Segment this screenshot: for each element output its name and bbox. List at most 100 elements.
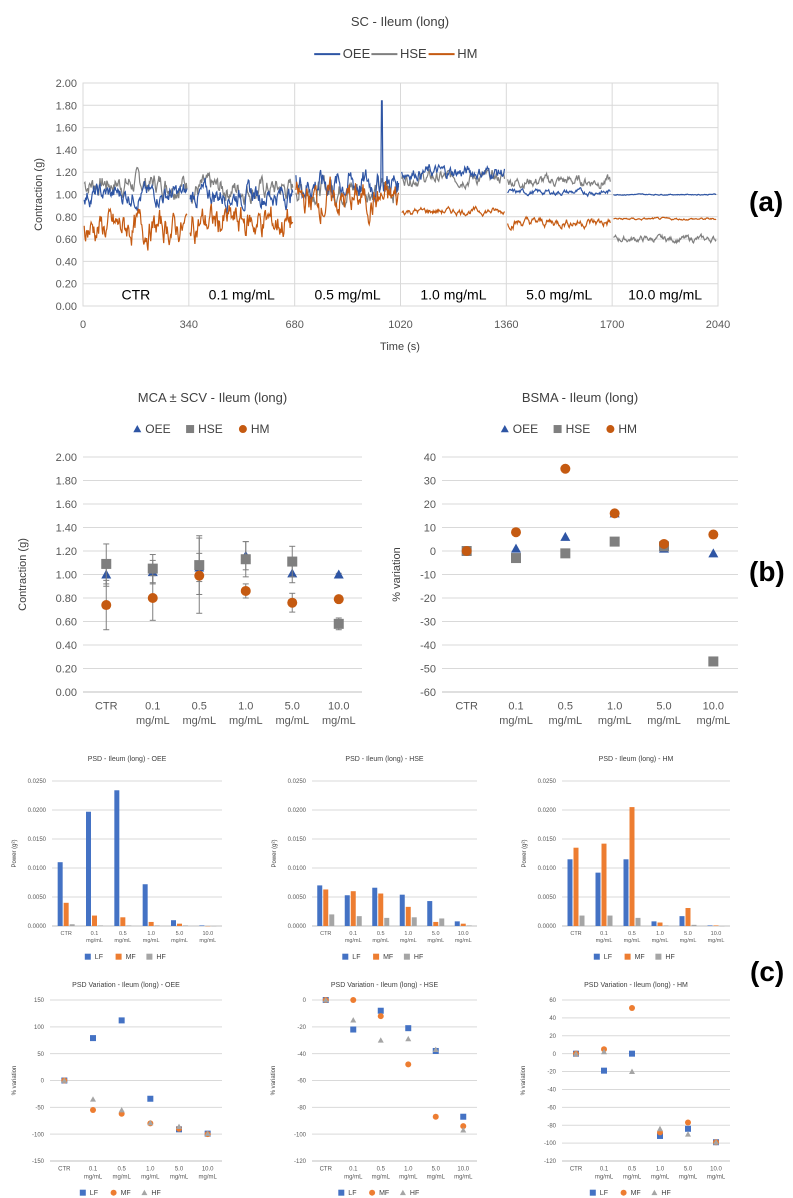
point-hse <box>708 656 719 667</box>
bar-lf <box>344 895 350 926</box>
legend-label: HF <box>414 954 423 961</box>
legend-swatch <box>403 953 410 960</box>
x-tick-label: mg/mL <box>427 938 444 944</box>
y-tick-label: 150 <box>34 998 45 1004</box>
x-tick-label: mg/mL <box>141 1174 160 1180</box>
legend-label: HF <box>156 954 165 961</box>
chart-title: PSD - Ileum (long) - OEE <box>88 756 167 763</box>
x-axis-label: Time (s) <box>380 341 420 353</box>
bar-mf <box>92 915 97 926</box>
y-tick-label: 0.0100 <box>288 866 307 872</box>
legend-label: OEE <box>513 422 538 436</box>
bar-hf <box>691 924 697 926</box>
y-tick-label: 50 <box>37 1052 44 1058</box>
bar-lf <box>142 884 148 926</box>
y-tick-label: 1.60 <box>56 499 77 511</box>
bar-lf <box>651 921 657 926</box>
bar-mf <box>120 917 126 926</box>
chart-title: PSD Variation - Ileum (long) - OEE <box>72 982 180 989</box>
x-tick-label: 10.0 <box>711 931 722 937</box>
bar-lf <box>399 894 405 926</box>
point-hf <box>322 997 329 1003</box>
chart-title: PSD Variation - Ileum (long) - HSE <box>331 982 439 989</box>
bar-lf <box>372 887 378 926</box>
bar-hf <box>154 925 160 926</box>
y-tick-label: 40 <box>424 452 436 464</box>
series-line-oee <box>83 180 188 212</box>
x-tick-label: mg/mL <box>229 715 263 727</box>
legend-label: LF <box>600 1190 608 1197</box>
x-tick-label: mg/mL <box>199 938 216 944</box>
point-hm <box>511 527 521 538</box>
point-lf <box>90 1035 96 1042</box>
legend-swatch <box>620 1189 627 1196</box>
point-hm <box>147 593 158 603</box>
legend-swatch <box>338 1189 345 1196</box>
point-hm <box>461 546 472 556</box>
x-tick-label: 10.0 <box>457 1167 469 1173</box>
x-tick-label: mg/mL <box>680 938 697 944</box>
bar-mf <box>405 906 411 926</box>
y-tick-label: 0.0150 <box>28 837 47 843</box>
point-hf <box>460 1127 467 1133</box>
point-lf <box>657 1132 663 1139</box>
point-hm <box>240 585 251 596</box>
bar-lf <box>114 790 120 926</box>
point-hf <box>118 1107 125 1113</box>
point-mf <box>685 1119 691 1126</box>
x-tick-label: 10.0 <box>328 701 349 713</box>
bar-hf <box>635 917 641 926</box>
x-tick-label: 1.0 <box>146 1167 155 1173</box>
bsma-scatter-chart: BSMA - Ileum (long) 40 30 20 10 0 -10 -20 -30 -40… <box>391 390 738 727</box>
y-tick-label: 0.0250 <box>28 779 47 785</box>
legend-swatch <box>373 953 380 960</box>
chart-title: BSMA - Ileum (long) <box>522 390 638 405</box>
x-tick-label: mg/mL <box>707 1174 726 1180</box>
x-tick-label: 1360 <box>494 319 518 331</box>
legend-label: HF <box>661 1190 670 1197</box>
y-axis-label: % variation <box>271 1066 277 1096</box>
y-tick-label: -20 <box>547 1070 556 1076</box>
legend-label: LF <box>90 1190 98 1197</box>
point-hm <box>708 529 719 540</box>
panel-label-c: (c) <box>750 956 785 987</box>
x-tick-label: 0.5 <box>192 701 207 713</box>
point-hm <box>560 463 571 474</box>
point-hf <box>147 1119 154 1126</box>
legend-swatch <box>655 953 662 960</box>
point-hf <box>432 1046 439 1053</box>
bar-hf <box>384 917 390 926</box>
x-tick-label: 680 <box>285 319 303 331</box>
x-tick-label: 0.5 <box>377 1167 386 1173</box>
bar-hf <box>663 925 669 926</box>
y-tick-label: -80 <box>547 1123 556 1129</box>
bar-mf <box>629 807 635 926</box>
series-line-hse <box>401 167 506 191</box>
bar-hf <box>329 914 335 926</box>
series-line-hm <box>189 203 294 244</box>
segment-label: 1.0 mg/mL <box>420 286 486 302</box>
point-hm <box>609 508 620 519</box>
x-tick-label: 0.1 <box>600 1167 609 1173</box>
y-tick-label: 0.0250 <box>288 779 307 785</box>
y-tick-label: 100 <box>34 1025 45 1031</box>
bar-hf <box>69 924 75 926</box>
x-tick-label: 0.1 <box>600 931 608 937</box>
x-tick-label: mg/mL <box>595 1174 614 1180</box>
point-mf <box>90 1107 96 1114</box>
chart-title: PSD Variation - Ileum (long) - HM <box>584 982 688 989</box>
legend-label: LF <box>95 954 103 961</box>
y-tick-label: -10 <box>420 569 436 581</box>
series-line-hm <box>613 216 717 221</box>
series-line-hm <box>401 205 506 218</box>
x-tick-label: mg/mL <box>86 938 103 944</box>
x-tick-label: 5.0 <box>656 701 671 713</box>
y-axis-label: % variation <box>521 1066 527 1096</box>
x-tick-label: mg/mL <box>652 938 669 944</box>
x-tick-label: 10.0 <box>202 1167 214 1173</box>
legend-swatch <box>399 1189 406 1196</box>
bar-lf <box>199 925 205 926</box>
series-line-hm <box>83 207 188 251</box>
y-tick-label: 1.80 <box>56 475 77 487</box>
x-tick-label: mg/mL <box>114 938 131 944</box>
